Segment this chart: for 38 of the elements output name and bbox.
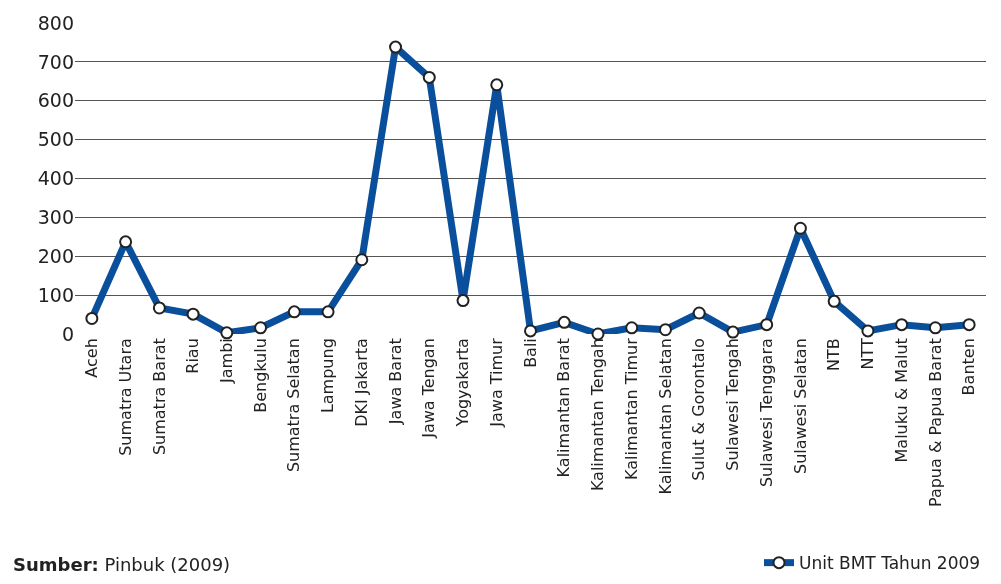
x-tick-label: Sumatra Barat (149, 338, 169, 456)
x-tick-label: Jambi (217, 338, 237, 384)
x-tick-label: Sumatra Selatan (284, 338, 304, 473)
x-tick-label: Kalimantan Barat (554, 338, 574, 478)
x-tick-label: Sulawesi Tengah (723, 338, 743, 471)
x-tick-label: Maluku & Malut (891, 338, 911, 463)
y-tick-label: 200 (37, 244, 74, 267)
x-tick-label: NTB (824, 338, 844, 371)
x-tick-label: Sumatra Utara (115, 338, 135, 456)
x-tick-label: Lampung (318, 338, 338, 414)
x-tick-label: Kalimantan Tengah (588, 338, 608, 492)
x-tick-label: Sulut & Gorontalo (689, 338, 709, 481)
y-tick-label: 700 (37, 50, 74, 73)
y-tick-label: 800 (37, 11, 74, 34)
x-tick-label: Kalimantan Timur (621, 337, 641, 480)
x-tick-label: Sulawesi Selatan (790, 338, 810, 475)
x-tick-label: Aceh (82, 338, 102, 378)
y-tick-label: 600 (37, 89, 74, 112)
x-tick-label: Jawa Timur (486, 337, 506, 428)
y-tick-label: 0 (61, 322, 74, 345)
x-tick-label: Sulawesi Tenggara (756, 338, 776, 488)
x-tick-label: NTT (858, 337, 878, 370)
x-tick-label: Papua & Papua Barat (925, 338, 945, 508)
legend-label: Unit BMT Tahun 2009 (799, 553, 981, 574)
y-tick-label: 300 (37, 206, 74, 229)
y-tick-label: 400 (37, 167, 74, 190)
text: Sumber: Pinbuk (2009) (13, 554, 231, 575)
x-tick-label: Bali (520, 338, 540, 368)
y-tick-label: 100 (37, 283, 74, 306)
x-tick-label: Jawa Tengan (419, 338, 439, 439)
y-tick-label: 500 (37, 128, 74, 151)
x-tick-label: Riau (183, 338, 203, 374)
x-tick-label: Banten (959, 338, 979, 396)
x-tick-label: Jawa Barat (385, 338, 405, 426)
x-tick-label: DKI Jakarta (352, 338, 371, 427)
x-tick-label: Kalimantan Selatan (655, 338, 675, 495)
x-tick-label: Yogyakarta (453, 338, 473, 428)
x-tick-label: Bengkulu (250, 338, 270, 413)
